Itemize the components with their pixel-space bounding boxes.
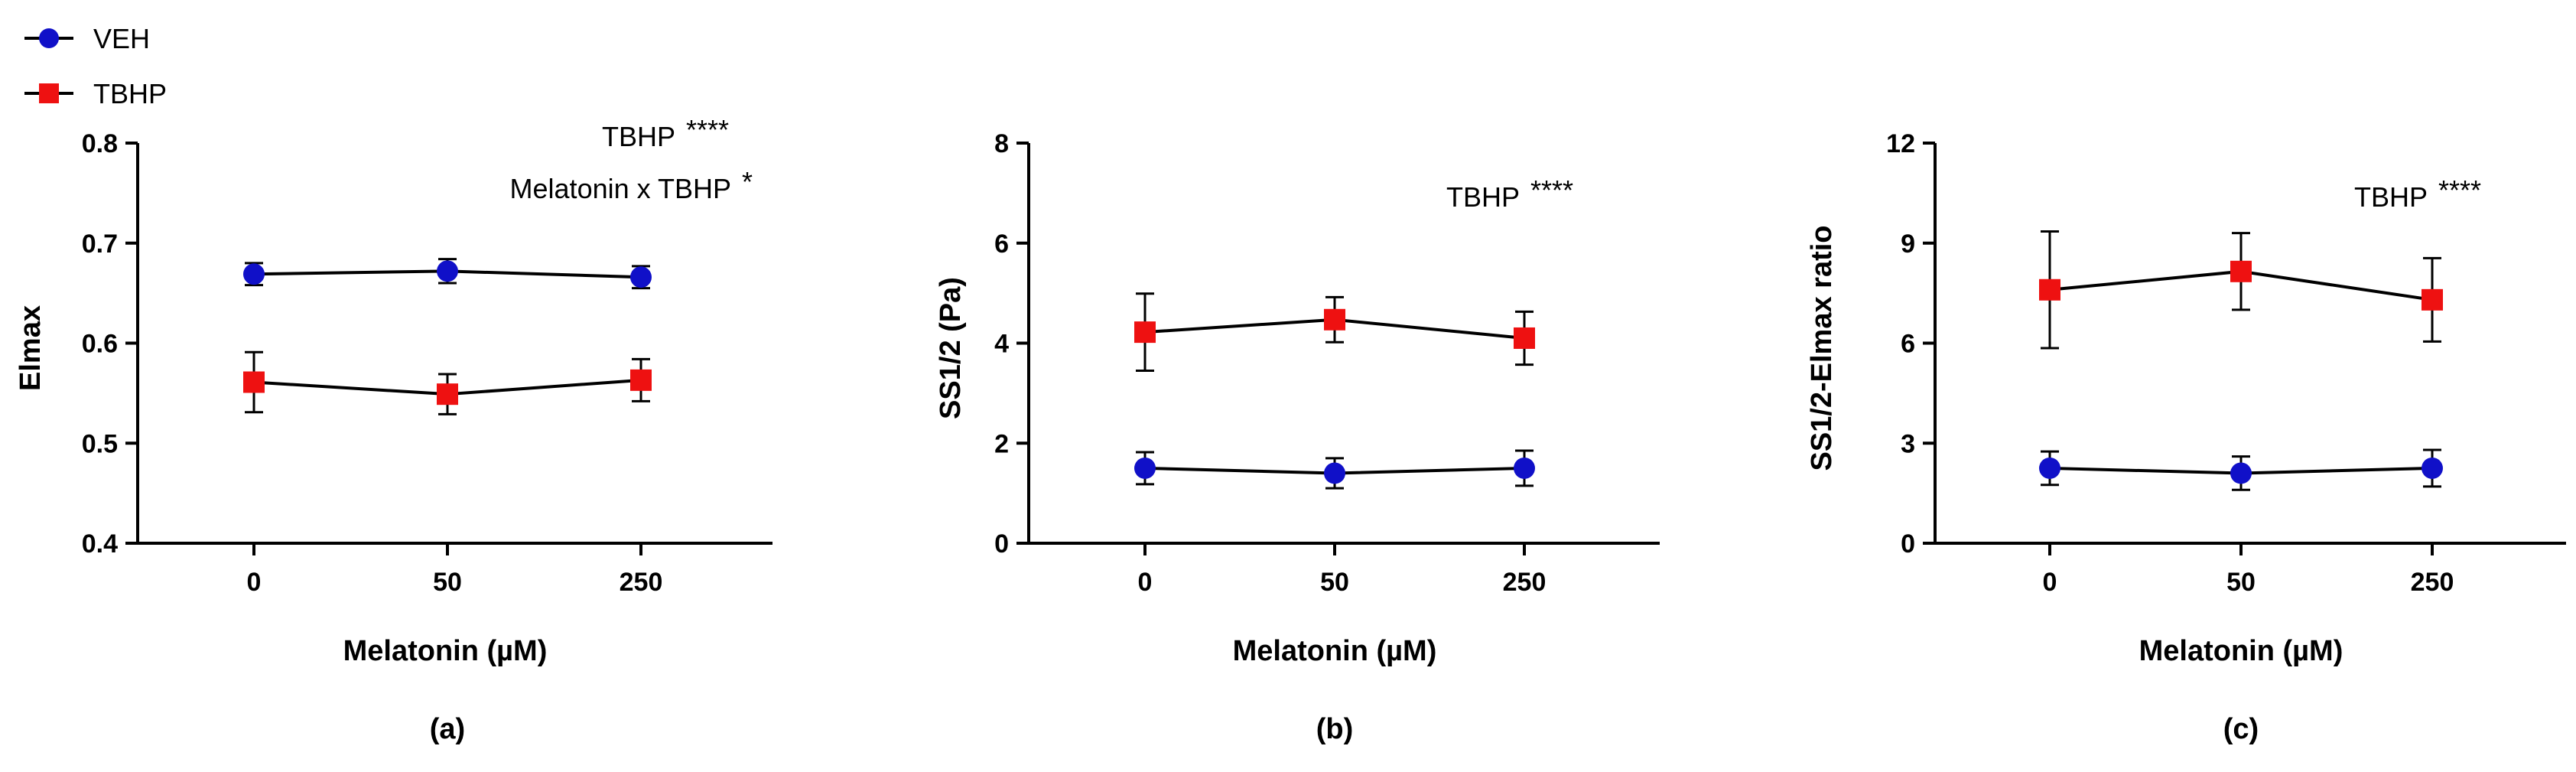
legend-item-veh: VEH — [24, 23, 150, 54]
panel-c-y-tick-label: 6 — [1901, 330, 1915, 359]
panel-c-x-tick-label: 50 — [2226, 568, 2256, 597]
panel-c-annotation-1: TBHP — [2354, 181, 2428, 213]
panel-b-ylabel: SS1/2 (Pa) — [935, 277, 967, 419]
panel-c-tbhp-point — [2230, 260, 2252, 282]
legend-veh-label: VEH — [93, 23, 150, 54]
panel-a-xlabel: Melatonin (µM) — [343, 635, 548, 667]
panel-c-plot: 0 3 6 9 12 0 50 250 — [1886, 129, 2566, 597]
plot-areas: 0.4 0.5 0.6 0.7 0.8 0 50 250 0 2 4 6 8 0 50 250 0 3 6 9 12 0 5… — [82, 129, 2566, 597]
panel-c-ylabel: SS1/2-Elmax ratio — [1806, 225, 1838, 471]
panel-a-annotation-2-stars: * — [742, 166, 753, 197]
panel-a-series-tbhp — [243, 350, 652, 415]
panel-a-x-tick-label: 50 — [433, 568, 462, 597]
panel-b-y-tick-label: 2 — [994, 429, 1009, 458]
panel-b-tbhp-point — [1324, 308, 1345, 331]
panel-c-xlabel: Melatonin (µM) — [2139, 635, 2343, 667]
panel-a-veh-point — [437, 260, 458, 282]
panel-a-ylabel: Elmax — [15, 305, 47, 391]
panel-b-tbhp-point — [1514, 327, 1535, 349]
panel-b-plot: 0 2 4 6 8 0 50 250 — [994, 129, 1660, 597]
panel-b-annotation-1: TBHP — [1446, 181, 1520, 213]
panel-a-veh-point — [243, 263, 265, 285]
panel-a-tbhp-point — [243, 371, 265, 393]
panel-c-series-veh — [2039, 448, 2443, 491]
panel-c-y-tick-label: 9 — [1901, 230, 1915, 259]
panel-c-tbhp-point — [2039, 279, 2060, 301]
panel-c: SS1/2-Elmax ratio TBHP **** Melatonin (µ… — [1806, 174, 2481, 745]
panel-b-xlabel: Melatonin (µM) — [1233, 635, 1437, 667]
panel-b-y-tick-label: 4 — [994, 330, 1009, 359]
panel-c-x-tick-label: 0 — [2043, 568, 2057, 597]
panel-a-plot: 0.4 0.5 0.6 0.7 0.8 0 50 250 — [82, 129, 772, 597]
panel-a-tbhp-point — [437, 383, 458, 406]
panel-b-veh-point — [1324, 462, 1345, 484]
legend-veh-marker — [39, 28, 59, 48]
panel-b-veh-point — [1514, 457, 1535, 479]
panel-b-annotation-1-stars: **** — [1530, 174, 1573, 206]
panel-c-veh-point — [2230, 462, 2252, 484]
panel-c-x-tick-label: 250 — [2411, 568, 2454, 597]
panel-a-y-tick-label: 0.6 — [82, 330, 118, 359]
panel-a-tbhp-point — [630, 369, 652, 391]
panel-b-y-tick-label: 0 — [994, 529, 1009, 559]
panel-a-veh-point — [630, 266, 652, 288]
panel-c-y-tick-label: 12 — [1886, 129, 1915, 158]
panel-b-tbhp-point — [1134, 321, 1156, 344]
panel-b: SS1/2 (Pa) TBHP **** Melatonin (µM) (b) — [935, 174, 1573, 745]
panel-a-y-tick-label: 0.5 — [82, 429, 118, 458]
panel-a-y-tick-label: 0.4 — [82, 529, 118, 559]
panel-b-label: (b) — [1316, 713, 1354, 745]
panel-a-series-veh — [243, 258, 652, 290]
panel-b-series-tbhp — [1134, 292, 1535, 372]
panel-a-x-tick-label: 250 — [620, 568, 663, 597]
panel-c-label: (c) — [2223, 713, 2259, 745]
panel-b-x-tick-label: 250 — [1503, 568, 1547, 597]
legend: VEH TBHP — [24, 23, 167, 109]
panel-a-annotation-1: TBHP — [602, 121, 675, 152]
panel-a-label: (a) — [430, 713, 465, 745]
panel-b-x-tick-label: 0 — [1138, 568, 1153, 597]
panel-a-x-tick-label: 0 — [247, 568, 262, 597]
panel-a-y-tick-label: 0.7 — [82, 230, 118, 259]
panel-b-veh-point — [1134, 457, 1156, 479]
panel-a: Elmax TBHP **** Melatonin x TBHP * Melat… — [15, 114, 753, 745]
panel-a-y-tick-label: 0.8 — [82, 129, 118, 158]
legend-item-tbhp: TBHP — [24, 78, 167, 109]
panel-c-veh-point — [2422, 457, 2443, 479]
panel-c-y-tick-label: 3 — [1901, 429, 1915, 458]
panel-c-veh-point — [2039, 457, 2060, 479]
panel-b-y-tick-label: 8 — [994, 129, 1009, 158]
legend-tbhp-marker — [39, 83, 59, 103]
panel-c-annotation-1-stars: **** — [2438, 174, 2481, 206]
panel-a-annotation-1-stars: **** — [686, 114, 729, 145]
panel-b-x-tick-label: 50 — [1320, 568, 1349, 597]
panel-a-annotation-2: Melatonin x TBHP — [510, 173, 731, 204]
panel-c-tbhp-point — [2422, 288, 2443, 311]
panel-b-series-veh — [1134, 449, 1535, 490]
panel-c-series-tbhp — [2039, 230, 2443, 350]
panel-c-y-tick-label: 0 — [1901, 529, 1915, 559]
legend-tbhp-label: TBHP — [93, 78, 167, 109]
panel-b-y-tick-label: 6 — [994, 230, 1009, 259]
